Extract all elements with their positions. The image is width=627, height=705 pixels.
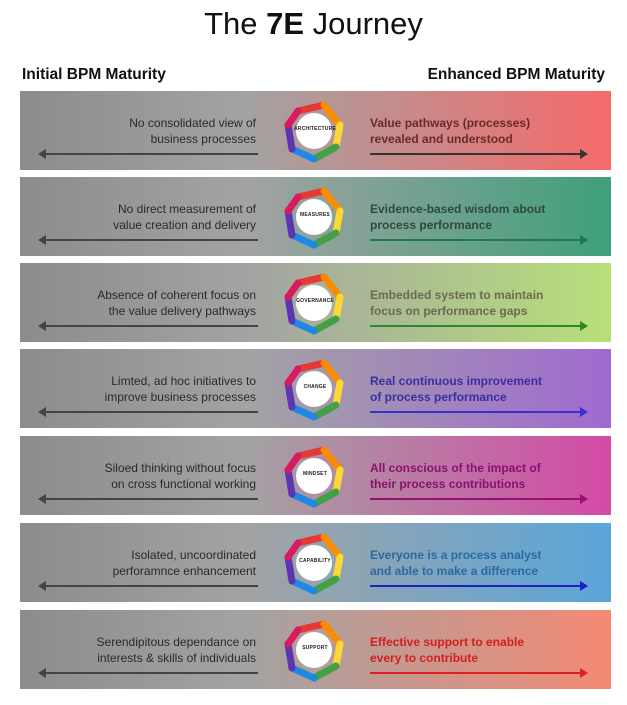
initial-state-text: Serendipitous dependance on interests & …	[96, 635, 256, 665]
arrow-right-icon	[370, 668, 588, 678]
emblem-label: MEASURES	[300, 212, 330, 218]
enhanced-state-text: Evidence-based wisdom about process perf…	[370, 202, 546, 232]
initial-state-text: Limted, ad hoc initiatives to improve bu…	[104, 374, 256, 404]
seven-e-emblem-icon: MEASURES	[280, 183, 350, 251]
left-header: Initial BPM Maturity	[22, 66, 166, 83]
emblem-label: CAPABILITY	[299, 558, 331, 564]
initial-state-text: Absence of coherent focus on the value d…	[97, 288, 256, 318]
seven-e-emblem-icon: ARCHITECTURE	[280, 97, 350, 165]
arrow-right-icon	[370, 235, 588, 245]
arrow-right-icon	[370, 321, 588, 331]
arrow-right-icon	[370, 407, 588, 417]
journey-row: No consolidated view of business process…	[20, 91, 611, 170]
enhanced-state-text: Real continuous improvement of process p…	[370, 374, 543, 404]
journey-row: Absence of coherent focus on the value d…	[20, 263, 611, 342]
journey-row: Siloed thinking without focus on cross f…	[20, 436, 611, 515]
seven-e-emblem-icon: MINDSET	[280, 442, 350, 510]
enhanced-state-text: Value pathways (processes) revealed and …	[370, 116, 531, 146]
initial-state-text: No direct measurement of value creation …	[113, 202, 256, 232]
emblem-label: CHANGE	[303, 384, 327, 390]
journey-row: Isolated, uncoordinated perforamnce enha…	[20, 523, 611, 602]
arrow-left-icon	[38, 149, 258, 159]
initial-state-text: No consolidated view of business process…	[129, 116, 256, 146]
arrow-left-icon	[38, 321, 258, 331]
enhanced-state-text: All conscious of the impact of their pro…	[370, 461, 541, 491]
enhanced-state-text: Effective support to enable every to con…	[370, 635, 525, 665]
seven-e-emblem-icon: CAPABILITY	[280, 529, 350, 597]
seven-e-emblem-icon: CHANGE	[280, 355, 350, 423]
journey-row: Limted, ad hoc initiatives to improve bu…	[20, 349, 611, 428]
journey-row: No direct measurement of value creation …	[20, 177, 611, 256]
arrow-right-icon	[370, 149, 588, 159]
enhanced-state-text: Embedded system to maintain focus on per…	[370, 288, 544, 318]
arrow-left-icon	[38, 235, 258, 245]
seven-e-emblem-icon: GOVERNANCE	[280, 269, 350, 337]
arrow-left-icon	[38, 668, 258, 678]
seven-e-emblem-icon: SUPPORT	[280, 616, 350, 684]
emblem-label: MINDSET	[303, 471, 327, 477]
arrow-left-icon	[38, 494, 258, 504]
arrow-left-icon	[38, 407, 258, 417]
arrow-right-icon	[370, 494, 588, 504]
enhanced-state-text: Everyone is a process analyst and able t…	[370, 548, 542, 578]
emblem-label: SUPPORT	[302, 645, 328, 651]
initial-state-text: Isolated, uncoordinated perforamnce enha…	[112, 548, 256, 578]
emblem-label: GOVERNANCE	[296, 298, 334, 304]
page-title: The 7E Journey	[204, 6, 423, 41]
emblem-label: ARCHITECTURE	[294, 126, 336, 132]
journey-row: Serendipitous dependance on interests & …	[20, 610, 611, 689]
right-header: Enhanced BPM Maturity	[427, 66, 605, 83]
arrow-left-icon	[38, 581, 258, 591]
arrow-right-icon	[370, 581, 588, 591]
initial-state-text: Siloed thinking without focus on cross f…	[104, 461, 256, 491]
